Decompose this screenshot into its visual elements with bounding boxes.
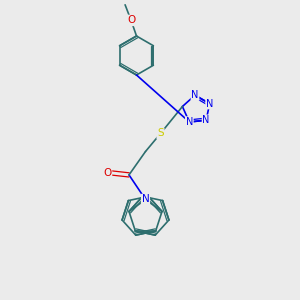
Text: N: N <box>206 99 213 109</box>
Text: O: O <box>127 15 135 26</box>
Text: O: O <box>103 167 112 178</box>
Text: S: S <box>157 128 164 139</box>
Text: N: N <box>186 117 193 127</box>
Text: N: N <box>202 115 210 125</box>
Text: N: N <box>142 194 149 205</box>
Text: N: N <box>191 90 199 100</box>
